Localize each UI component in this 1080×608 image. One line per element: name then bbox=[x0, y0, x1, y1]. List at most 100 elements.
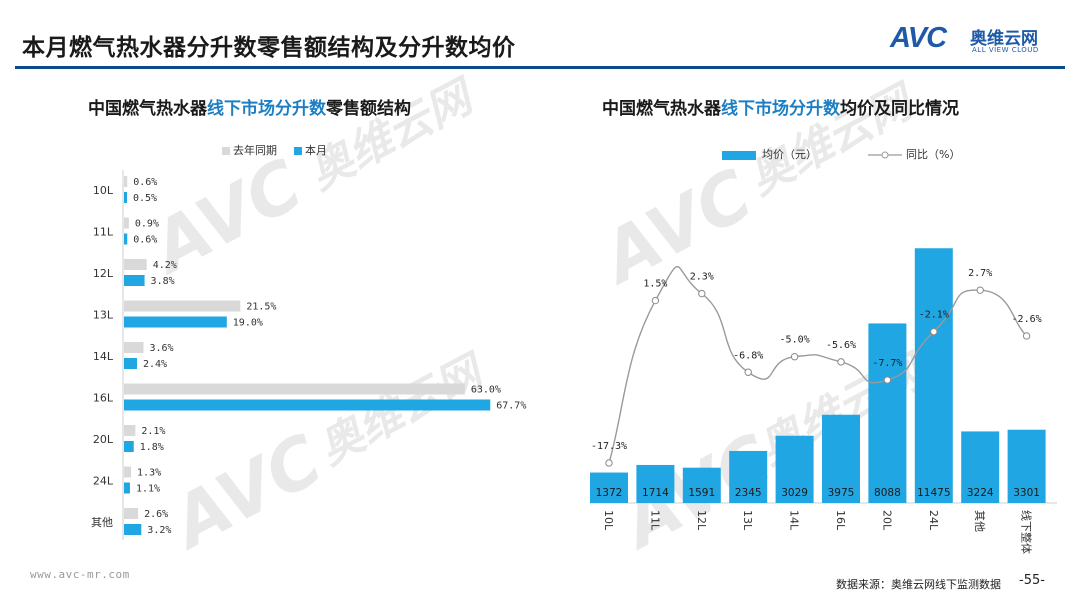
category-label: 14L bbox=[93, 350, 114, 363]
bar-this-month bbox=[124, 482, 130, 494]
bar-value-label: 3224 bbox=[967, 487, 994, 499]
bar-this-month bbox=[124, 524, 142, 535]
legend-label-this-month: 本月 bbox=[305, 144, 327, 157]
header-divider bbox=[15, 66, 1065, 69]
data-label: 19.0% bbox=[233, 318, 263, 329]
bar-this-month bbox=[124, 441, 134, 452]
yoy-label: -6.8% bbox=[733, 350, 763, 361]
point-yoy bbox=[1022, 332, 1031, 340]
yoy-label: -2.1% bbox=[919, 310, 949, 321]
data-label: 1.3% bbox=[137, 468, 161, 479]
bar-value-label: 1372 bbox=[596, 487, 623, 499]
left-title-prefix: 中国燃气热水器 bbox=[88, 99, 207, 119]
left-title-highlight: 线下市场分升数 bbox=[207, 99, 326, 119]
category-label: 24L bbox=[927, 510, 940, 531]
bar-avg-price bbox=[868, 323, 907, 503]
point-yoy bbox=[744, 368, 752, 376]
legend-label-last-year: 去年同期 bbox=[233, 144, 277, 157]
category-label: 其他 bbox=[91, 516, 113, 529]
legend-swatch-this-month bbox=[294, 147, 302, 155]
bar-avg-price bbox=[914, 248, 953, 503]
data-label: 0.5% bbox=[133, 193, 157, 204]
data-label: 2.1% bbox=[141, 426, 165, 437]
legend-label-avg-price: 均价（元） bbox=[762, 148, 817, 161]
bar-avg-price bbox=[822, 414, 860, 503]
avc-logo: AVC 奥维云网 ALL VIEW CLOUD bbox=[890, 22, 1065, 60]
category-label: 24L bbox=[93, 475, 114, 488]
bar-last-year bbox=[124, 425, 136, 436]
data-label: 3.2% bbox=[147, 525, 171, 536]
bar-value-label: 3301 bbox=[1013, 487, 1040, 499]
legend-swatch-avg-price bbox=[722, 150, 756, 160]
data-source-note: 数据来源：奥维云网线下监测数据 bbox=[836, 578, 1001, 591]
yoy-label: 2.7% bbox=[968, 268, 992, 279]
category-label: 12L bbox=[93, 267, 114, 280]
bar-avg-price bbox=[1007, 429, 1046, 503]
bar-this-month bbox=[124, 358, 137, 369]
bar-value-label: 2345 bbox=[735, 487, 762, 499]
data-label: 3.8% bbox=[151, 276, 175, 287]
left-chart-legend: 去年同期 本月 bbox=[222, 142, 327, 158]
data-label: 1.1% bbox=[136, 484, 160, 495]
bar-avg-price bbox=[775, 435, 814, 503]
logo-name: 奥维云网 bbox=[970, 29, 1038, 49]
bar-avg-price bbox=[590, 472, 628, 503]
bar-avg-price bbox=[729, 450, 768, 503]
logo-tagline: ALL VIEW CLOUD bbox=[972, 46, 1039, 54]
right-chart-title: 中国燃气热水器线下市场分升数均价及同比情况 bbox=[602, 94, 959, 119]
category-label: 13L bbox=[741, 510, 754, 531]
category-label: 11L bbox=[648, 510, 661, 531]
right-title-suffix: 均价及同比情况 bbox=[840, 99, 959, 119]
yoy-label: -17.3% bbox=[591, 441, 627, 452]
category-label: 12L bbox=[695, 510, 708, 531]
bar-this-month bbox=[124, 192, 127, 203]
bar-avg-price bbox=[682, 467, 721, 503]
point-yoy bbox=[698, 289, 706, 298]
bar-this-month bbox=[124, 399, 491, 411]
bar-last-year bbox=[124, 342, 144, 353]
bar-avg-price bbox=[961, 431, 1000, 503]
category-label: 16L bbox=[834, 510, 847, 531]
category-label: 11L bbox=[93, 226, 114, 239]
point-yoy bbox=[976, 286, 984, 294]
point-yoy bbox=[883, 376, 892, 384]
page-title: 本月燃气热水器分升数零售额结构及分升数均价 bbox=[22, 35, 516, 61]
category-label: 16L bbox=[93, 392, 114, 405]
page-number: -55- bbox=[1019, 573, 1045, 588]
right-title-highlight: 线下市场分升数 bbox=[721, 99, 840, 119]
data-label: 0.9% bbox=[135, 219, 159, 230]
data-label: 0.6% bbox=[133, 177, 157, 188]
bar-value-label: 11475 bbox=[917, 487, 950, 499]
legend-swatch-last-year bbox=[222, 147, 230, 155]
footer-url: www.avc-mr.com bbox=[30, 568, 130, 581]
yoy-label: -5.0% bbox=[780, 335, 810, 346]
data-label: 2.6% bbox=[144, 509, 168, 520]
category-label: 20L bbox=[880, 510, 893, 531]
bar-last-year bbox=[124, 217, 129, 229]
bar-this-month bbox=[124, 316, 227, 328]
category-label: 10L bbox=[93, 184, 114, 197]
category-label: 13L bbox=[93, 309, 114, 322]
category-label: 20L bbox=[93, 433, 114, 446]
yoy-label: -5.6% bbox=[826, 340, 856, 351]
bar-value-label: 3975 bbox=[828, 487, 855, 499]
data-label: 1.8% bbox=[140, 442, 164, 453]
point-yoy bbox=[605, 459, 613, 467]
bar-this-month bbox=[124, 233, 128, 245]
data-label: 67.7% bbox=[496, 401, 526, 412]
legend-label-yoy: 同比（%） bbox=[906, 148, 961, 161]
bar-last-year bbox=[124, 383, 465, 395]
bar-value-label: 3029 bbox=[781, 487, 808, 499]
bar-value-label: 8088 bbox=[874, 487, 901, 499]
data-label: 3.6% bbox=[149, 343, 173, 354]
bar-last-year bbox=[124, 508, 139, 519]
data-label: 2.4% bbox=[143, 359, 167, 370]
left-title-suffix: 零售额结构 bbox=[326, 99, 411, 119]
bar-last-year bbox=[124, 466, 132, 478]
category-label: 10L bbox=[602, 510, 615, 531]
left-chart-title: 中国燃气热水器线下市场分升数零售额结构 bbox=[88, 94, 411, 119]
point-yoy bbox=[651, 296, 660, 305]
line-yoy bbox=[608, 265, 1028, 464]
logo-mark: AVC bbox=[890, 22, 947, 54]
